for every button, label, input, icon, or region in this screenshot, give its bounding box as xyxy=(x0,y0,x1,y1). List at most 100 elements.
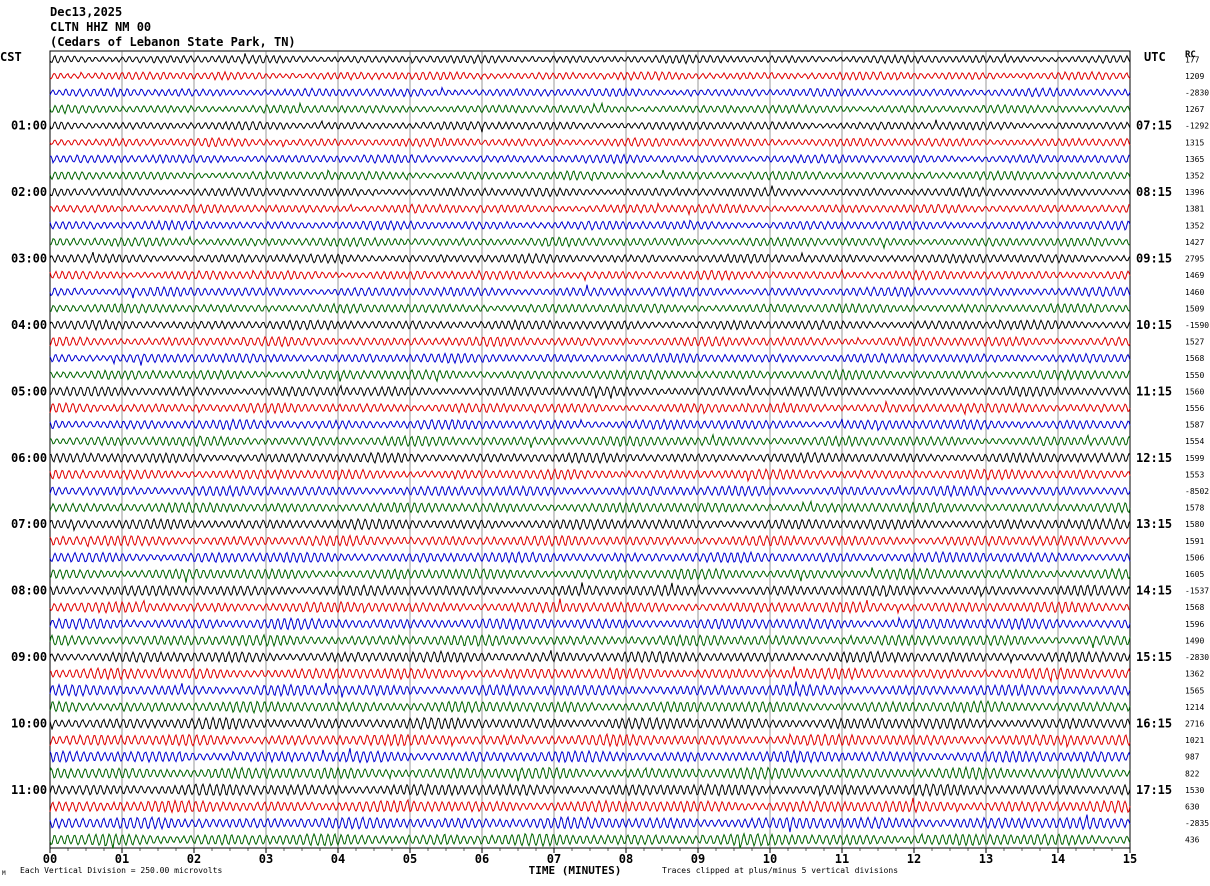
rc-value: -1292 xyxy=(1185,122,1209,131)
rc-value: 1396 xyxy=(1185,188,1204,197)
rc-value: 1209 xyxy=(1185,72,1204,81)
x-tick-label: 12 xyxy=(907,852,921,866)
trace-line xyxy=(49,136,1131,148)
trace-line xyxy=(49,567,1131,583)
utc-time-label: 13:15 xyxy=(1136,517,1172,531)
rc-value: 177 xyxy=(1185,55,1200,64)
x-tick-label: 00 xyxy=(43,852,57,866)
rc-value: 1527 xyxy=(1185,338,1204,347)
rc-value: 1587 xyxy=(1185,421,1204,430)
rc-value: 1315 xyxy=(1185,138,1204,147)
trace-line xyxy=(49,101,1131,115)
cst-time-label: 04:00 xyxy=(11,318,47,332)
x-axis-title: TIME (MINUTES) xyxy=(529,864,622,877)
trace-line xyxy=(49,534,1131,548)
trace-line xyxy=(49,716,1131,731)
x-tick-label: 09 xyxy=(691,852,705,866)
trace-line xyxy=(49,399,1131,416)
rc-value: 1469 xyxy=(1185,271,1204,280)
rc-value: 1550 xyxy=(1185,371,1204,380)
footer-mark: M xyxy=(2,870,6,877)
rc-value: 2795 xyxy=(1185,255,1204,264)
trace-line xyxy=(49,616,1131,631)
cst-time-label: 07:00 xyxy=(11,517,47,531)
utc-time-label: 11:15 xyxy=(1136,384,1172,398)
cst-time-label: 11:00 xyxy=(11,783,47,797)
rc-value: 1362 xyxy=(1185,670,1204,679)
header-date: Dec13,2025 xyxy=(50,5,123,19)
rc-value: 1580 xyxy=(1185,520,1204,529)
x-tick-label: 04 xyxy=(331,852,345,866)
trace-line xyxy=(49,666,1131,683)
trace-line xyxy=(49,318,1131,332)
cst-time-label: 01:00 xyxy=(11,119,47,133)
x-tick-label: 01 xyxy=(115,852,129,866)
x-tick-label: 14 xyxy=(1051,852,1065,866)
cst-time-label: 09:00 xyxy=(11,650,47,664)
trace-line xyxy=(49,797,1131,814)
plot-frame xyxy=(49,50,1131,849)
rc-value: 1599 xyxy=(1185,454,1204,463)
trace-line xyxy=(49,432,1131,448)
rc-value: 1553 xyxy=(1185,470,1204,479)
trace-line xyxy=(49,86,1131,98)
rc-value: 1605 xyxy=(1185,570,1204,579)
rc-value: 987 xyxy=(1185,753,1200,762)
trace-line xyxy=(49,649,1131,665)
rc-value: 1352 xyxy=(1185,221,1204,230)
trace-line xyxy=(49,451,1131,465)
x-tick-label: 07 xyxy=(547,852,561,866)
rc-value: 1578 xyxy=(1185,504,1204,513)
utc-time-label: 07:15 xyxy=(1136,119,1172,133)
header-location: (Cedars of Lebanon State Park, TN) xyxy=(50,35,296,49)
utc-time-label: 10:15 xyxy=(1136,318,1172,332)
rc-value: 822 xyxy=(1185,769,1200,778)
x-tick-label: 15 xyxy=(1123,852,1137,866)
utc-time-label: 09:15 xyxy=(1136,252,1172,266)
trace-line xyxy=(49,335,1131,348)
rc-value: 1565 xyxy=(1185,686,1204,695)
trace-line xyxy=(49,284,1131,299)
trace-line xyxy=(49,119,1131,133)
trace-line xyxy=(49,153,1131,165)
trace-line xyxy=(49,517,1131,532)
rc-value: -2830 xyxy=(1185,89,1209,98)
trace-line xyxy=(49,484,1131,498)
trace-line xyxy=(49,598,1131,615)
x-tick-label: 02 xyxy=(187,852,201,866)
rc-value: 1490 xyxy=(1185,636,1204,645)
trace-line xyxy=(49,384,1131,399)
rc-value: -1537 xyxy=(1185,587,1209,596)
trace-line xyxy=(49,499,1131,514)
footer-scale-note: Each Vertical Division = 250.00 microvol… xyxy=(20,866,223,875)
rc-value: 1509 xyxy=(1185,304,1204,313)
utc-time-label: 15:15 xyxy=(1136,650,1172,664)
footer-clip-note: Traces clipped at plus/minus 5 vertical … xyxy=(662,866,899,875)
rc-value: 1560 xyxy=(1185,387,1204,396)
rc-value: 2716 xyxy=(1185,719,1204,728)
trace-line xyxy=(49,368,1131,383)
trace-line xyxy=(49,418,1131,432)
trace-line xyxy=(49,550,1131,564)
rc-value: 1530 xyxy=(1185,786,1204,795)
x-tick-label: 05 xyxy=(403,852,417,866)
cst-time-label: 10:00 xyxy=(11,716,47,730)
trace-line xyxy=(49,783,1131,798)
rc-value: 1365 xyxy=(1185,155,1204,164)
utc-time-label: 17:15 xyxy=(1136,783,1172,797)
rc-value: 1381 xyxy=(1185,205,1204,214)
trace-line xyxy=(49,582,1131,598)
rc-value: 1021 xyxy=(1185,736,1204,745)
trace-line xyxy=(49,732,1131,749)
trace-line xyxy=(49,169,1131,182)
trace-line xyxy=(49,201,1131,217)
rc-value: 1352 xyxy=(1185,172,1204,181)
rc-label: RC xyxy=(1185,50,1196,60)
rc-value: 1556 xyxy=(1185,404,1204,413)
trace-line xyxy=(49,832,1131,849)
rc-value: 1214 xyxy=(1185,703,1204,712)
trace-line xyxy=(49,352,1131,366)
rc-value: 1267 xyxy=(1185,105,1204,114)
x-tick-label: 11 xyxy=(835,852,849,866)
